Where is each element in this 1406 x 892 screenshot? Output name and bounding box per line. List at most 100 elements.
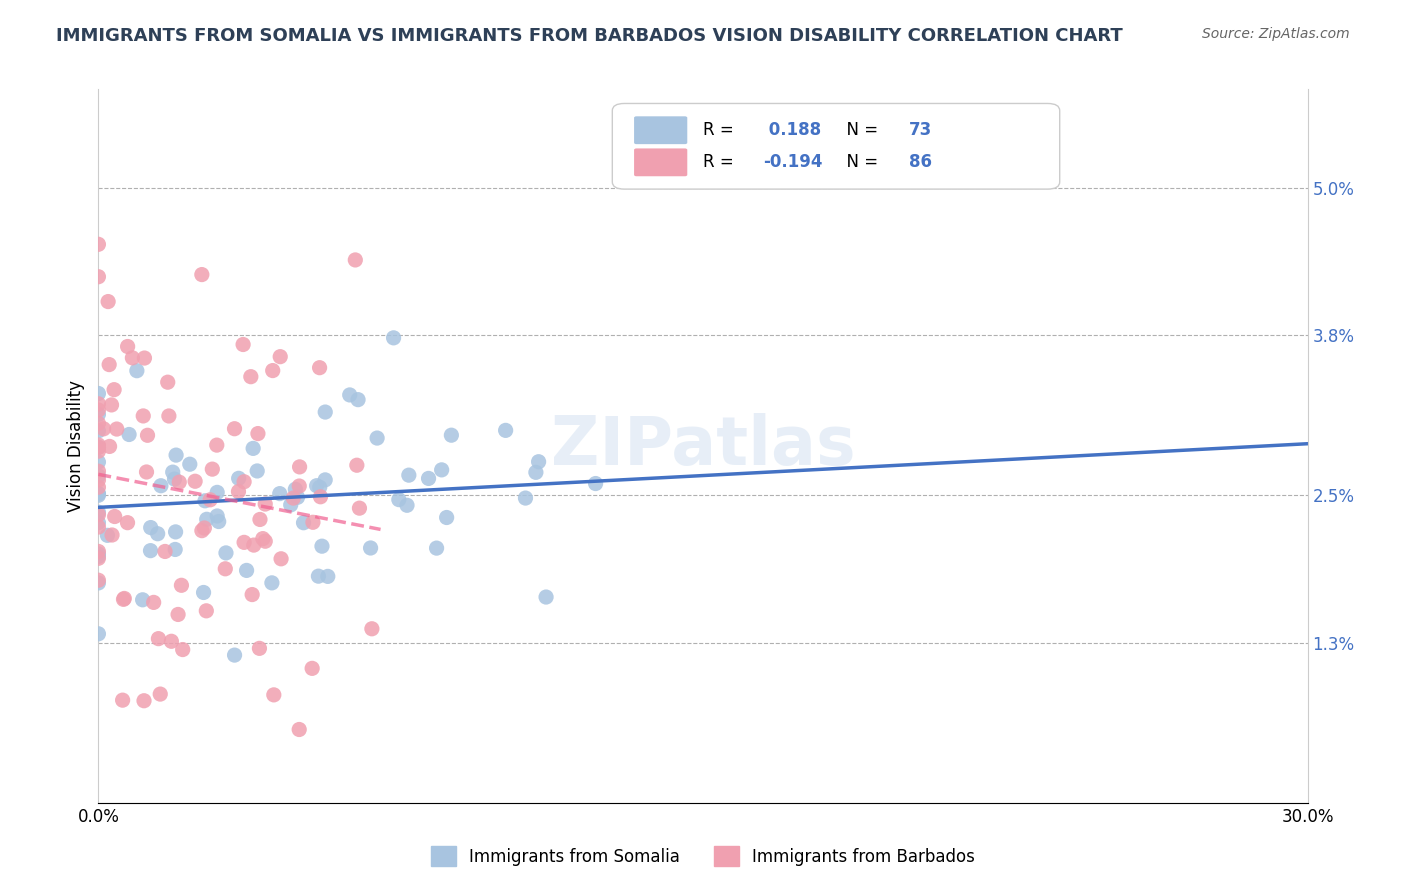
Point — [360, 622, 382, 636]
Point — [87, 397, 110, 411]
Point — [101, 528, 124, 542]
Point — [205, 485, 228, 500]
Text: Source: ZipAtlas.com: Source: ZipAtlas.com — [1202, 27, 1350, 41]
Point — [121, 351, 143, 365]
Point — [191, 524, 214, 538]
Point — [87, 444, 110, 458]
Point — [240, 588, 263, 602]
Point — [87, 544, 110, 558]
Point — [96, 528, 118, 542]
Point — [426, 541, 449, 555]
Point — [349, 501, 371, 516]
Point — [283, 491, 305, 505]
Point — [585, 476, 607, 491]
Point — [430, 463, 453, 477]
Point — [87, 505, 110, 519]
FancyBboxPatch shape — [634, 148, 688, 177]
Point — [157, 409, 180, 423]
Point — [398, 468, 420, 483]
Text: N =: N = — [837, 121, 883, 139]
Point — [269, 486, 291, 500]
Point — [270, 551, 292, 566]
Point — [301, 661, 323, 675]
Point — [87, 516, 110, 530]
Point — [163, 472, 186, 486]
Point — [125, 364, 148, 378]
Point — [314, 473, 336, 487]
FancyBboxPatch shape — [634, 116, 688, 145]
Point — [87, 386, 110, 401]
Point — [132, 694, 155, 708]
Point — [191, 268, 214, 282]
Point — [280, 498, 302, 512]
Point — [347, 392, 370, 407]
Point — [87, 547, 110, 561]
Point — [87, 508, 110, 522]
Point — [87, 408, 110, 422]
Point — [346, 458, 368, 473]
Point — [162, 465, 184, 479]
Text: R =: R = — [703, 121, 740, 139]
Point — [184, 475, 207, 489]
Point — [87, 403, 110, 417]
Point — [198, 492, 221, 507]
Point — [134, 351, 156, 365]
Point — [288, 723, 311, 737]
Point — [233, 535, 256, 549]
Point — [136, 428, 159, 442]
Text: IMMIGRANTS FROM SOMALIA VS IMMIGRANTS FROM BARBADOS VISION DISABILITY CORRELATIO: IMMIGRANTS FROM SOMALIA VS IMMIGRANTS FR… — [56, 27, 1123, 45]
Point — [524, 466, 547, 480]
Point — [87, 480, 110, 494]
Point — [242, 442, 264, 456]
Point — [302, 516, 325, 530]
Point — [339, 388, 361, 402]
Point — [254, 534, 277, 549]
Text: -0.194: -0.194 — [763, 153, 823, 171]
Text: R =: R = — [703, 153, 740, 171]
Point — [235, 563, 257, 577]
Point — [167, 475, 190, 490]
Point — [243, 538, 266, 552]
Point — [201, 462, 224, 476]
Point — [269, 350, 291, 364]
Point — [146, 526, 169, 541]
Point — [87, 469, 110, 483]
Point — [148, 632, 170, 646]
Point — [284, 483, 307, 497]
Point — [87, 424, 110, 438]
Point — [87, 440, 110, 454]
Point — [418, 471, 440, 485]
Point — [249, 641, 271, 656]
Text: N =: N = — [837, 153, 883, 171]
Point — [142, 595, 165, 609]
Y-axis label: Vision Disability: Vision Disability — [66, 380, 84, 512]
Point — [156, 375, 179, 389]
Point — [224, 422, 246, 436]
Point — [179, 457, 201, 471]
Point — [139, 520, 162, 534]
Point — [104, 509, 127, 524]
Point — [440, 428, 463, 442]
Point — [260, 575, 283, 590]
Point — [93, 422, 115, 436]
Point — [309, 490, 332, 504]
Point — [344, 252, 367, 267]
Point — [382, 331, 405, 345]
Point — [160, 634, 183, 648]
Point — [97, 294, 120, 309]
Point — [153, 544, 176, 558]
Point — [307, 569, 329, 583]
Point — [167, 607, 190, 622]
Point — [388, 492, 411, 507]
Point — [436, 510, 458, 524]
Point — [87, 473, 110, 487]
Point — [87, 551, 110, 566]
Point — [118, 427, 141, 442]
FancyBboxPatch shape — [613, 103, 1060, 189]
Point — [117, 516, 139, 530]
Legend: Immigrants from Somalia, Immigrants from Barbados: Immigrants from Somalia, Immigrants from… — [423, 838, 983, 875]
Point — [117, 339, 139, 353]
Point — [527, 455, 550, 469]
Text: 73: 73 — [908, 121, 932, 139]
Point — [254, 497, 277, 511]
